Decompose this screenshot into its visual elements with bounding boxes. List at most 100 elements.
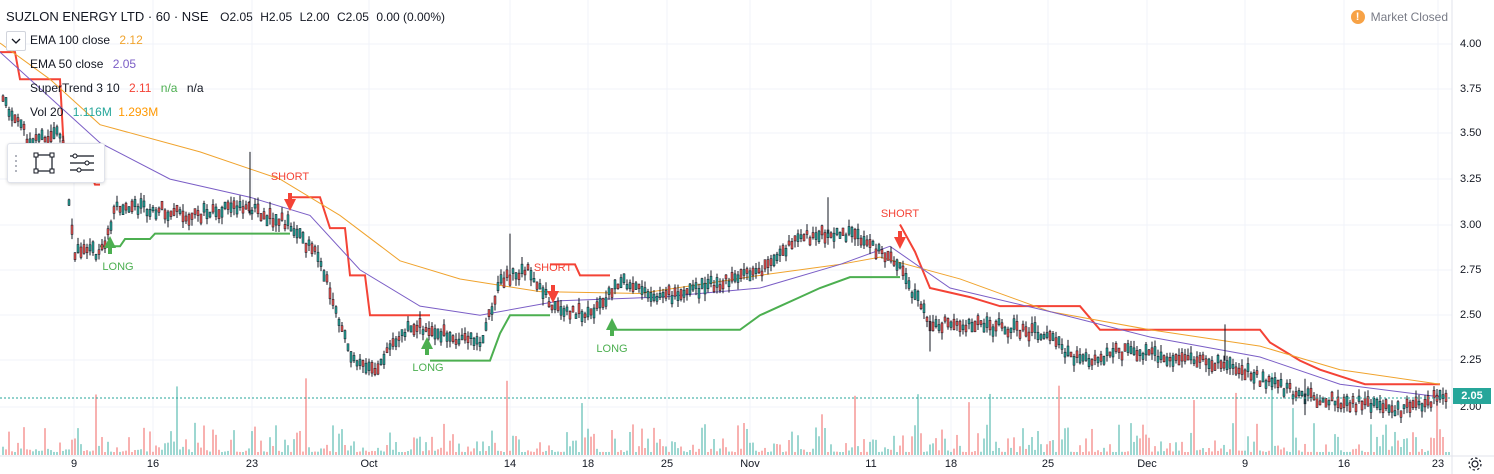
indicator-ema100[interactable]: EMA 100 close 2.12 (30, 33, 143, 47)
volume-bar (389, 432, 391, 455)
candle-body (1060, 344, 1064, 350)
volume-bar (1121, 451, 1123, 455)
volume-bar (80, 444, 82, 455)
candle-body (268, 208, 272, 220)
price-axis[interactable]: 4.00 3.75 3.50 3.25 3.00 2.75 2.50 2.25 … (1452, 0, 1494, 456)
volume-bar (1403, 438, 1405, 455)
volume-bar (263, 451, 265, 455)
volume-bar (1391, 446, 1393, 455)
time-tick: Oct (360, 458, 378, 470)
candle-body (79, 246, 83, 258)
volume-bar (1250, 451, 1252, 455)
volume-bar (170, 431, 172, 455)
indicator-name: EMA 50 close (30, 57, 104, 71)
market-status[interactable]: ! Market Closed (1350, 10, 1448, 24)
volume-bar (1385, 424, 1387, 455)
candle-body (250, 209, 254, 215)
volume-bar (926, 451, 928, 455)
volume-bar (302, 451, 304, 455)
candle-body (256, 203, 260, 214)
volume-bar (815, 427, 817, 455)
volume-bar (809, 451, 811, 455)
drag-handle[interactable] (12, 144, 20, 182)
volume-bar (902, 435, 904, 455)
candle-body (769, 258, 773, 266)
candle-body (22, 123, 26, 130)
candle-body (700, 278, 704, 289)
volume-bar (278, 450, 280, 455)
volume-bar (1424, 451, 1426, 455)
candle-body (211, 204, 215, 213)
volume-bar (245, 450, 247, 455)
candle-body (703, 282, 707, 295)
candle-body (637, 283, 641, 290)
candle-body (1, 95, 5, 102)
candle-body (274, 214, 278, 226)
volume-bar (863, 439, 865, 455)
volume-bar (440, 447, 442, 455)
candle-body (382, 353, 386, 365)
candle-body (181, 210, 185, 223)
candle-body (556, 300, 560, 311)
candle-body (355, 360, 359, 367)
indicator-volume[interactable]: Vol 20 1.116M 1.293M (30, 105, 158, 119)
candle-body (733, 273, 737, 282)
volume-bar (860, 451, 862, 455)
volume-bar (911, 436, 913, 455)
candle-body (1237, 367, 1241, 375)
volume-bar (524, 451, 526, 455)
candle-body (1249, 372, 1253, 381)
candle-body (1171, 355, 1175, 367)
volume-bar (1214, 440, 1216, 455)
volume-bar (1382, 434, 1384, 455)
volume-bar (1166, 448, 1168, 455)
candle-body (1411, 400, 1415, 409)
volume-bar (434, 450, 436, 455)
volume-bar (1088, 451, 1090, 455)
supertrend-line (899, 224, 1440, 386)
candle-body (808, 237, 812, 246)
volume-bar (215, 434, 217, 455)
candle-body (1366, 396, 1370, 407)
candle-body (1090, 359, 1094, 366)
indicator-supertrend[interactable]: SuperTrend 3 10 2.11 n/a n/a (30, 81, 204, 95)
volume-bar (974, 451, 976, 455)
candle-body (220, 206, 224, 218)
indicator-value2: 1.293M (118, 105, 159, 119)
candle-body (340, 325, 344, 332)
volume-bar (1439, 429, 1441, 455)
candle-body (925, 316, 929, 322)
select-tool-button[interactable] (26, 147, 62, 179)
time-axis[interactable]: 9 16 23 Oct 14 18 25 Nov 11 18 25 Dec 9 … (0, 456, 1452, 474)
candle-body (940, 322, 944, 334)
candle-body (898, 262, 902, 269)
collapse-legend-button[interactable] (6, 31, 26, 51)
volume-bar (1256, 423, 1258, 455)
volume-bar (1241, 450, 1243, 455)
candle-body (1102, 356, 1106, 365)
candle-body (127, 206, 131, 213)
price-tick: 3.75 (1460, 83, 1482, 95)
symbol-title[interactable]: SUZLON ENERGY LTD · 60 · NSE (6, 9, 209, 24)
candle-body (1114, 343, 1118, 352)
candle-body (1039, 334, 1043, 340)
candle-body (742, 269, 746, 276)
volume-bar (527, 450, 529, 455)
volume-bar (1142, 424, 1144, 455)
volume-bar (251, 431, 253, 455)
gear-icon[interactable] (1466, 455, 1484, 473)
candle-body (238, 201, 242, 208)
volume-bar (1154, 446, 1156, 455)
drawing-toolbar[interactable] (7, 143, 105, 183)
indicator-name: EMA 100 close (30, 33, 111, 47)
candle-body (1291, 394, 1295, 400)
volume-bar (149, 431, 151, 455)
volume-bar (869, 441, 871, 455)
candle-body (577, 303, 581, 315)
object-tree-button[interactable] (64, 147, 100, 179)
volume-bar (1016, 452, 1018, 455)
volume-bar (830, 444, 832, 455)
indicator-ema50[interactable]: EMA 50 close 2.05 (30, 57, 136, 71)
candle-body (991, 326, 995, 337)
